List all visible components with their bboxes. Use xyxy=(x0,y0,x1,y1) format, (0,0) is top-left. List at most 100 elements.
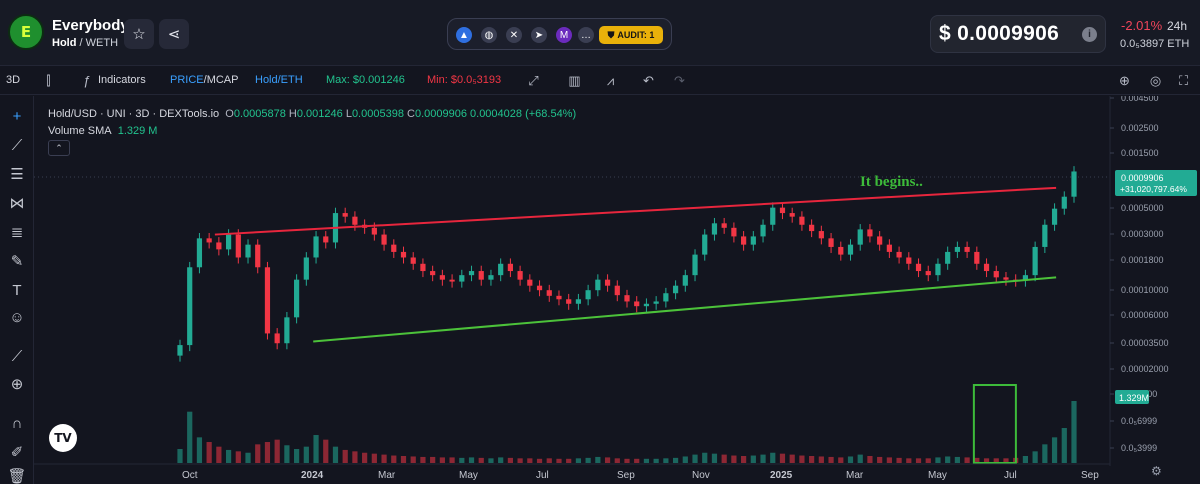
price-chart[interactable]: It begins.. 0.0045000.0025000.0015000.00… xyxy=(34,96,1200,484)
volume-bar xyxy=(400,456,407,463)
indicators-button[interactable]: Indicators xyxy=(98,74,146,86)
coin-icon[interactable]: M xyxy=(556,27,572,43)
brush-icon[interactable]: ✎ xyxy=(10,253,24,270)
x-tick-label: 2025 xyxy=(770,470,793,481)
undo-icon[interactable]: ↶ xyxy=(643,73,654,88)
zoom-icon[interactable]: ⊕ xyxy=(1119,73,1130,88)
fib-icon[interactable]: ≣ xyxy=(10,224,24,241)
lock-edit-icon[interactable]: ✐ xyxy=(10,444,24,461)
candle-body xyxy=(1022,275,1029,281)
pattern-icon[interactable]: ⋈ xyxy=(9,195,25,212)
volume-bar xyxy=(216,446,222,463)
pair-toggle[interactable]: Hold/ETH xyxy=(255,74,303,86)
more-icon[interactable]: … xyxy=(578,27,594,43)
bar-chart-icon[interactable]: ▥ xyxy=(568,73,581,88)
x-icon[interactable]: ✕ xyxy=(506,27,522,43)
volume-bar xyxy=(925,458,931,463)
x-tick-label: Oct xyxy=(182,470,198,481)
candle-body xyxy=(760,224,766,237)
emoji-icon[interactable]: ☺ xyxy=(9,309,25,326)
expand-icon[interactable]: ⤢ xyxy=(528,73,539,88)
candle-body xyxy=(225,234,232,250)
volume-bar xyxy=(381,454,387,463)
legend-title: Hold/USD · UNI · 3D · DEXTools.io xyxy=(48,108,220,120)
candle-body xyxy=(449,279,455,282)
info-icon[interactable]: i xyxy=(1082,27,1097,42)
candle-body xyxy=(964,246,970,252)
token-pair: Hold / WETH xyxy=(52,37,119,49)
support-trendline[interactable] xyxy=(313,276,1057,343)
volume-bar xyxy=(517,458,523,463)
price-mcap-toggle[interactable]: PRICE/MCAP xyxy=(170,74,239,86)
candle-body xyxy=(818,231,824,239)
zoom-in-icon[interactable]: ⊕ xyxy=(10,376,24,393)
candle-body xyxy=(245,244,251,258)
x-tick-label: Mar xyxy=(378,470,396,481)
magnet-icon[interactable]: ∩ xyxy=(11,415,23,432)
resistance-trendline[interactable] xyxy=(214,186,1057,236)
telegram-icon[interactable]: ➤ xyxy=(531,27,547,43)
candle-body xyxy=(886,244,892,252)
fullscreen-icon[interactable]: ⛶ xyxy=(1178,73,1189,88)
candle-body xyxy=(206,238,212,243)
ruler-icon[interactable]: ⟋ xyxy=(11,348,23,365)
volume-bar xyxy=(731,455,737,463)
function-icon[interactable]: ƒ xyxy=(82,73,91,88)
time-axis: Oct 2024 Mar May Jul Sep Nov 2025 Mar May Jul Sep xyxy=(34,463,1110,481)
trash-icon[interactable]: 🗑 xyxy=(7,468,27,484)
token-name: Everybody xyxy=(52,17,129,34)
volume-bar xyxy=(877,456,883,463)
volume-bar xyxy=(264,442,271,463)
audit-badge[interactable]: ⛊ AUDIT: 1 xyxy=(599,26,663,44)
candle-body xyxy=(915,263,922,272)
volume-bar xyxy=(284,445,290,463)
candle-body xyxy=(303,257,309,280)
line-chart-icon[interactable]: ⩘ xyxy=(606,73,615,88)
volume-bar xyxy=(255,444,261,463)
volume-bar xyxy=(906,458,912,463)
volume-bar xyxy=(468,457,475,463)
interval-selector[interactable]: 3D xyxy=(6,74,21,86)
collapse-legend-button[interactable]: ⌃ xyxy=(48,140,70,156)
candle-body xyxy=(498,263,504,276)
volume-badge-label: 1.329M xyxy=(1119,393,1149,403)
candle-body xyxy=(478,271,484,280)
annotation-text[interactable]: It begins.. xyxy=(860,174,923,190)
volume-bar xyxy=(536,458,543,463)
chart-toolbar: 3D ⫿ ƒ Indicators PRICE/MCAP Hold/ETH Ma… xyxy=(0,67,1200,95)
trendline-icon[interactable]: ⟋ xyxy=(11,137,23,154)
volume-bar xyxy=(741,456,747,463)
redo-icon[interactable]: ↷ xyxy=(674,73,685,88)
crosshair-icon[interactable]: + xyxy=(12,108,22,125)
volume-bar xyxy=(799,455,805,463)
last-change-label: +31,020,797.64% xyxy=(1120,184,1187,194)
chart-icon[interactable]: ▲ xyxy=(456,27,472,43)
settings-icon[interactable]: ⚙ xyxy=(1151,464,1162,478)
volume-bar xyxy=(682,456,688,463)
candle-body xyxy=(546,290,552,296)
candle-body xyxy=(682,275,688,286)
x-tick-label: Jul xyxy=(536,470,549,481)
y-tick-label: 0.0₅3999 xyxy=(1121,443,1157,453)
share-button[interactable]: ⋖ xyxy=(159,19,189,49)
volume-bar xyxy=(303,446,309,463)
c-value: 0.0009906 xyxy=(414,108,467,120)
text-icon[interactable]: T xyxy=(12,282,22,299)
volume-bar xyxy=(760,454,766,463)
volume-bar xyxy=(847,456,854,463)
y-tick-label: 0.0₅6999 xyxy=(1121,416,1157,426)
globe-icon[interactable]: ◍ xyxy=(481,27,497,43)
camera-icon[interactable]: ◎ xyxy=(1149,73,1162,88)
horizontal-lines-icon[interactable]: ☰ xyxy=(10,166,24,183)
candle-type-icon[interactable]: ⫿ xyxy=(46,73,51,88)
volume-highlight-box[interactable] xyxy=(972,384,1017,464)
drawing-tools: + ⟋ ☰ ⋈ ≣ ✎ T ☺ ⟋ ⊕ ∩ ✐ 🗑 xyxy=(0,96,34,484)
volume-bar xyxy=(235,451,241,463)
candle-body xyxy=(439,275,445,280)
favorite-button[interactable]: ☆ xyxy=(124,19,154,49)
mcap-label: MCAP xyxy=(206,74,239,86)
volume-bar xyxy=(245,452,251,463)
volume-bar xyxy=(352,451,358,463)
candle-body xyxy=(400,251,407,258)
volume-bar xyxy=(818,456,824,463)
